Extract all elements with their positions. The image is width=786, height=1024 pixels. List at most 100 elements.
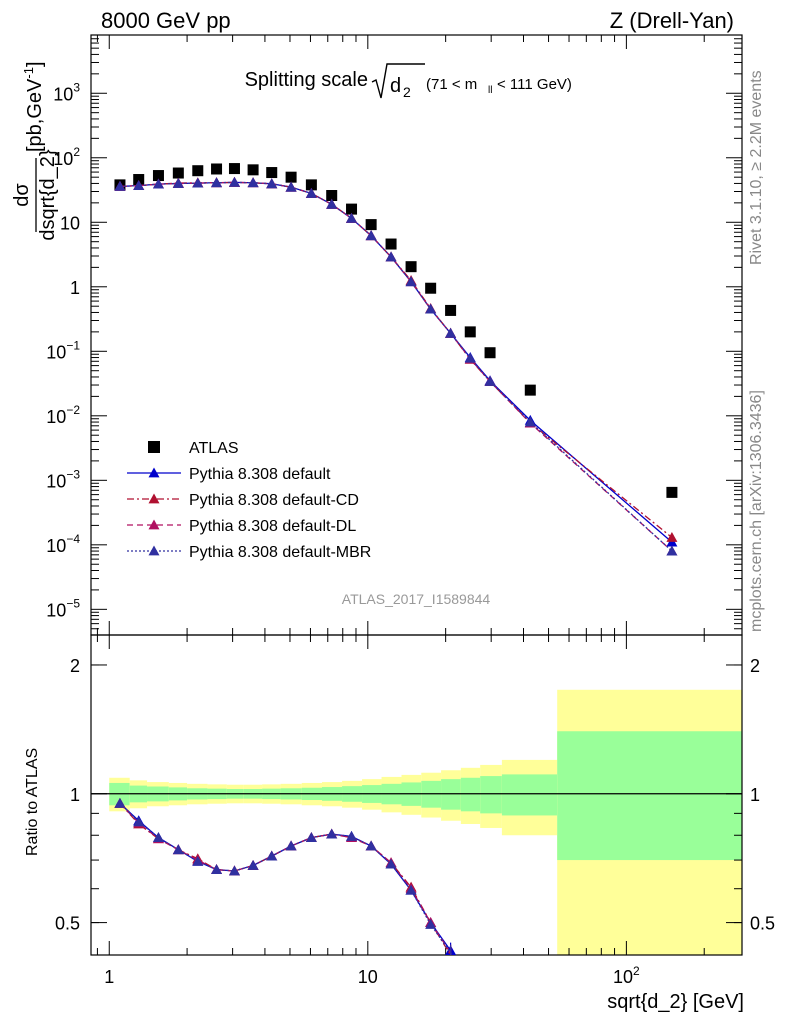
atlas-point <box>172 167 184 179</box>
y-tick-label-base: 10 <box>46 407 66 427</box>
legend-marker <box>148 467 160 478</box>
y-label-units-end: ] <box>24 61 46 67</box>
series-point <box>172 177 184 188</box>
y-label-units-text: [pb,GeV <box>24 78 46 152</box>
ratio-uncertainty-bands <box>109 689 742 955</box>
ratio-point <box>172 844 184 855</box>
ratio-point <box>326 828 338 839</box>
ratio-panel-series <box>114 797 457 955</box>
ratio-line <box>119 802 452 955</box>
ratio-point <box>405 884 417 895</box>
atlas-point <box>192 165 204 177</box>
ratio-point <box>133 816 145 827</box>
atlas-point <box>305 179 317 191</box>
atlas-point <box>266 167 278 179</box>
y-tick-label-sup: 3 <box>73 80 80 94</box>
header-right: Z (Drell-Yan) <box>610 8 734 33</box>
legend-label: Pythia 8.308 default <box>189 466 331 483</box>
ratio-point <box>266 850 278 861</box>
y-axis-label-main: dσ dsqrt{d_2} [pb,GeV-1] <box>11 61 59 240</box>
mcplots-label: mcplots.cern.ch [arXiv:1306.3436] <box>748 390 765 632</box>
y-tick-label-sup: 2 <box>73 145 80 159</box>
legend-label: Pythia 8.308 default-DL <box>189 518 356 535</box>
y-tick-label: 103 <box>53 80 80 104</box>
atlas-point <box>464 326 476 338</box>
y-tick-label-base: 10 <box>46 471 66 491</box>
x-tick-label: 10 <box>358 967 378 987</box>
y-tick-label: 10−3 <box>46 467 80 491</box>
ratio-point <box>228 865 240 876</box>
ratio-point <box>192 855 204 866</box>
series-point <box>285 181 297 192</box>
series-point <box>247 177 259 188</box>
atlas-point <box>405 261 417 273</box>
atlas-point <box>228 163 240 175</box>
ratio-point <box>211 864 223 875</box>
x-tick-label-base: 10 <box>358 967 378 987</box>
ratio-line <box>119 802 454 955</box>
ratio-point <box>285 840 297 851</box>
y-tick-label-base: 10 <box>60 213 80 233</box>
plot-title-range-sub: ll <box>488 85 492 96</box>
legend: ATLAS Pythia 8.308 default Pythia 8.308 de… <box>127 440 371 561</box>
y-label-units: [pb,GeV-1] <box>21 61 46 152</box>
atlas-point <box>247 164 259 176</box>
ratio-point <box>365 840 377 851</box>
atlas-point <box>425 282 437 294</box>
panel-border <box>90 634 743 956</box>
atlas-point <box>346 203 358 215</box>
y-label-units-sup: -1 <box>21 67 36 79</box>
sqrt-symbol <box>371 63 425 99</box>
series-point <box>346 212 358 223</box>
y-label-numerator: dσ <box>11 183 33 207</box>
atlas-point <box>133 174 145 186</box>
x-tick-label: 102 <box>613 964 640 987</box>
atlas-point <box>326 190 338 202</box>
band-inner-bin <box>501 774 558 816</box>
series-line <box>119 181 673 543</box>
legend-marker <box>148 441 160 453</box>
ratio-series-clipped <box>114 797 457 955</box>
plot-title-range-end: < 111 GeV) <box>497 76 572 93</box>
y-tick-label-base: 10 <box>46 342 66 362</box>
series-point <box>305 187 317 198</box>
series-point <box>228 176 240 187</box>
y-tick-label-base: 10 <box>46 600 66 620</box>
y-tick-label-sup: −5 <box>66 596 80 610</box>
y-tick-label-right: 1 <box>750 785 760 805</box>
analysis-watermark: ATLAS_2017_I1589844 <box>342 591 491 607</box>
y-label-denominator: dsqrt{d_2} <box>37 149 59 241</box>
y-tick-label-right: 2 <box>750 656 760 676</box>
x-tick-label-base: 10 <box>613 967 633 987</box>
atlas-point <box>484 347 496 359</box>
y-axis-label-ratio: Ratio to ATLAS <box>24 748 41 856</box>
y-tick-label: 10−4 <box>46 532 80 556</box>
y-tick-label: 102 <box>53 145 80 169</box>
series-point <box>484 376 496 386</box>
atlas-point <box>285 171 297 183</box>
atlas-point <box>152 170 164 182</box>
y-tick-label-base: 10 <box>53 149 73 169</box>
series-point <box>445 327 457 338</box>
y-tick-label-left: 1 <box>70 785 80 805</box>
x-tick-label: 1 <box>104 967 114 987</box>
legend-label: ATLAS <box>189 440 239 457</box>
series-point <box>211 177 223 188</box>
band-inner-bin <box>460 777 481 812</box>
y-tick-label: 1 <box>70 278 80 298</box>
rivet-label: Rivet 3.1.10, ≥ 2.2M events <box>748 70 765 265</box>
ratio-point <box>425 918 437 929</box>
series-point <box>133 180 145 191</box>
legend-label: Pythia 8.308 default-CD <box>189 492 359 509</box>
y-tick-label: 10−2 <box>46 403 80 427</box>
series-point <box>405 276 417 287</box>
series-line <box>119 181 673 552</box>
y-tick-label-base: 10 <box>53 84 73 104</box>
x-tick-label-base: 1 <box>104 967 114 987</box>
y-tick-label-right: 0.5 <box>750 914 775 934</box>
x-axis-label: sqrt{d_2} [GeV] <box>607 991 744 1013</box>
band-inner-bin <box>480 776 502 814</box>
series-point <box>152 178 164 189</box>
